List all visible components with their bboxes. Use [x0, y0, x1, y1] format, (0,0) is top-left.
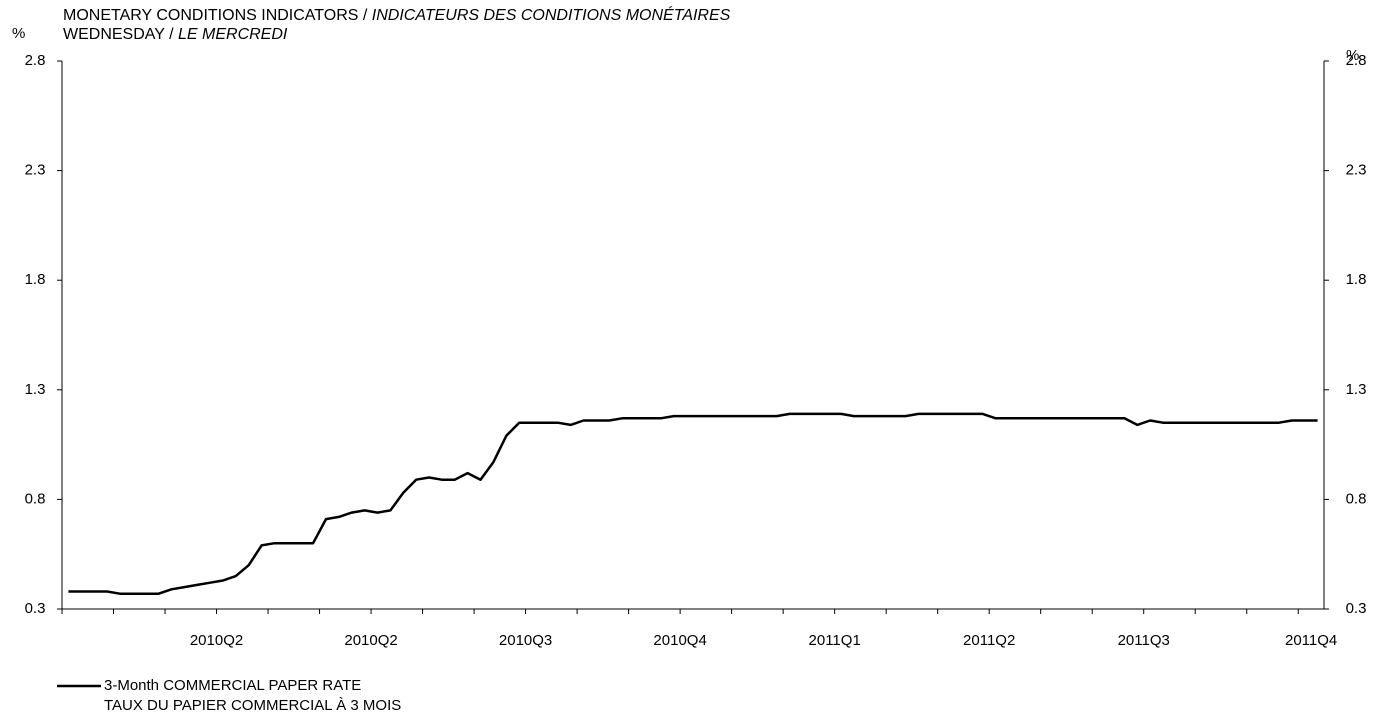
- y-tick-label: 2.3: [25, 162, 46, 179]
- y-tick-label: 0.3: [25, 600, 46, 617]
- title: MONETARY CONDITIONS INDICATORS /: [63, 7, 368, 24]
- subtitle: WEDNESDAY /: [63, 26, 174, 43]
- y2-tick-label: 1.3: [1346, 381, 1367, 398]
- legend-label: 3-Month COMMERCIAL PAPER RATE: [104, 677, 361, 694]
- x-tick-label: 2010Q2: [190, 632, 243, 649]
- y-tick-label: 2.8: [25, 52, 46, 69]
- title-block: MONETARY CONDITIONS INDICATORS / INDICAT…: [63, 6, 833, 44]
- y2-tick-label: 0.3: [1346, 600, 1367, 617]
- y2-axis-label: %: [1346, 47, 1359, 64]
- subtitle-fr: LE MERCREDI: [178, 26, 288, 43]
- x-tick-label: 2010Q3: [499, 632, 552, 649]
- x-tick-label: 2010Q4: [653, 632, 706, 649]
- y-tick-label: 0.8: [25, 490, 46, 507]
- title-fr: INDICATEURS DES CONDITIONS MONÉTAIRES: [371, 7, 731, 24]
- y2-tick-label: 2.3: [1346, 162, 1367, 179]
- legend-label-fr: TAUX DU PAPIER COMMERCIAL À 3 MOIS: [104, 697, 401, 714]
- x-tick-label: 2011Q3: [1118, 632, 1170, 649]
- y-tick-label: 1.3: [25, 381, 46, 398]
- y2-tick-label: 2.8: [1346, 52, 1367, 69]
- y2-tick-label: 0.8: [1346, 490, 1367, 507]
- y-tick-label: 1.8: [25, 271, 46, 288]
- x-tick-label: 2010Q2: [344, 632, 397, 649]
- x-tick-label: 2011Q4: [1285, 632, 1337, 649]
- x-tick-label: 2011Q1: [809, 632, 861, 649]
- x-tick-label: 2011Q2: [963, 632, 1015, 649]
- series-line: [68, 412, 1318, 595]
- y-axis-label: %: [12, 25, 25, 42]
- y2-tick-label: 1.8: [1346, 271, 1367, 288]
